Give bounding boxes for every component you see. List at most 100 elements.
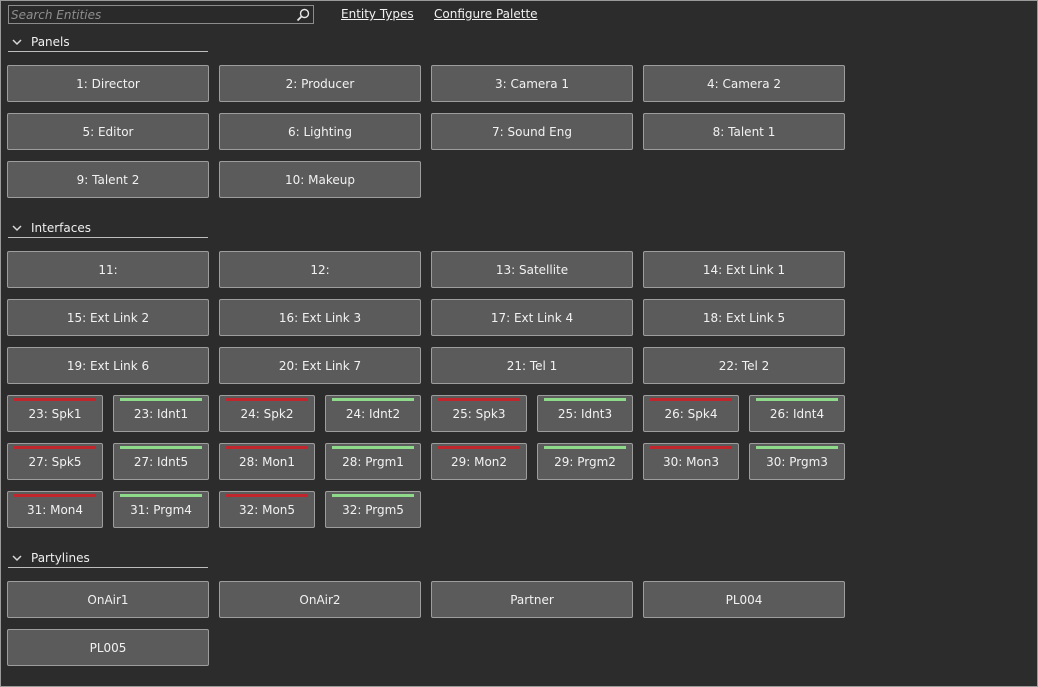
panel-button[interactable]: 7: Sound Eng [431,113,633,150]
port-button[interactable]: 24: Idnt2 [325,395,421,432]
panel-button-label: 8: Talent 1 [712,124,776,139]
port-button[interactable]: 29: Mon2 [431,443,527,480]
interface-button[interactable]: 16: Ext Link 3 [219,299,421,336]
program-status-bar [120,494,202,497]
interface-button[interactable]: 15: Ext Link 2 [7,299,209,336]
interfaces-section-label: Interfaces [31,221,91,235]
interface-button-label: 17: Ext Link 4 [490,310,574,325]
partyline-button[interactable]: OnAir2 [219,581,421,618]
monitor-status-bar [226,446,308,449]
port-button[interactable]: 23: Spk1 [7,395,103,432]
interface-button[interactable]: 20: Ext Link 7 [219,347,421,384]
interface-button[interactable]: 14: Ext Link 1 [643,251,845,288]
port-button[interactable]: 29: Prgm2 [537,443,633,480]
partyline-button[interactable]: OnAir1 [7,581,209,618]
panel-button-label: 4: Camera 2 [706,76,782,91]
port-button[interactable]: 26: Idnt4 [749,395,845,432]
port-button-label: 26: Spk4 [664,406,718,421]
port-button[interactable]: 31: Prgm4 [113,491,209,528]
port-button[interactable]: 28: Prgm1 [325,443,421,480]
ident-status-bar [756,398,838,401]
partyline-button[interactable]: Partner [431,581,633,618]
port-button-label: 32: Mon5 [238,502,296,517]
program-status-bar [332,446,414,449]
panels-section-header[interactable]: Panels [8,35,208,52]
interface-button-label: 13: Satellite [495,262,569,277]
entity-types-link[interactable]: Entity Types [341,7,414,21]
port-button[interactable]: 30: Mon3 [643,443,739,480]
panel-button[interactable]: 4: Camera 2 [643,65,845,102]
panel-button[interactable]: 10: Makeup [219,161,421,198]
ident-status-bar [544,398,626,401]
port-button[interactable]: 27: Idnt5 [113,443,209,480]
port-button[interactable]: 23: Idnt1 [113,395,209,432]
search-input[interactable] [11,6,291,23]
interface-button-label: 14: Ext Link 1 [702,262,786,277]
interface-button[interactable]: 17: Ext Link 4 [431,299,633,336]
program-status-bar [332,494,414,497]
interfaces-section-header[interactable]: Interfaces [8,221,208,238]
interface-button-label: 12: [310,262,330,277]
partyline-button[interactable]: PL004 [643,581,845,618]
port-button[interactable]: 25: Idnt3 [537,395,633,432]
port-button-label: 27: Spk5 [28,454,82,469]
port-button-label: 26: Idnt4 [769,406,825,421]
port-button-label: 25: Spk3 [452,406,506,421]
panels-section-label: Panels [31,35,70,49]
port-button[interactable]: 27: Spk5 [7,443,103,480]
panel-button-label: 1: Director [76,76,140,91]
interface-button-label: 20: Ext Link 7 [278,358,362,373]
partyline-button-label: OnAir2 [299,592,341,607]
port-button-label: 29: Prgm2 [554,454,616,469]
panel-button[interactable]: 2: Producer [219,65,421,102]
interface-button[interactable]: 12: [219,251,421,288]
speaker-status-bar [14,446,96,449]
port-button-label: 30: Mon3 [662,454,720,469]
search-icon[interactable] [296,8,310,22]
ident-status-bar [120,446,202,449]
interface-button[interactable]: 21: Tel 1 [431,347,633,384]
interface-button[interactable]: 18: Ext Link 5 [643,299,845,336]
port-button-label: 24: Idnt2 [345,406,401,421]
configure-palette-link[interactable]: Configure Palette [434,7,538,21]
port-button[interactable]: 28: Mon1 [219,443,315,480]
panel-button[interactable]: 8: Talent 1 [643,113,845,150]
panel-button[interactable]: 5: Editor [7,113,209,150]
panel-button[interactable]: 3: Camera 1 [431,65,633,102]
panel-button-label: 5: Editor [82,124,134,139]
port-button[interactable]: 24: Spk2 [219,395,315,432]
partyline-button[interactable]: PL005 [7,629,209,666]
panel-button-label: 9: Talent 2 [76,172,140,187]
interface-button[interactable]: 13: Satellite [431,251,633,288]
monitor-status-bar [650,446,732,449]
port-button[interactable]: 25: Spk3 [431,395,527,432]
port-button[interactable]: 32: Prgm5 [325,491,421,528]
port-button[interactable]: 31: Mon4 [7,491,103,528]
speaker-status-bar [14,398,96,401]
ident-status-bar [332,398,414,401]
interface-button[interactable]: 19: Ext Link 6 [7,347,209,384]
chevron-down-icon[interactable] [12,554,22,562]
interface-button[interactable]: 22: Tel 2 [643,347,845,384]
panel-button[interactable]: 1: Director [7,65,209,102]
speaker-status-bar [438,398,520,401]
port-button[interactable]: 30: Prgm3 [749,443,845,480]
port-button-label: 23: Spk1 [28,406,82,421]
port-button[interactable]: 32: Mon5 [219,491,315,528]
panel-button[interactable]: 9: Talent 2 [7,161,209,198]
speaker-status-bar [650,398,732,401]
port-button-label: 23: Idnt1 [133,406,189,421]
chevron-down-icon[interactable] [12,38,22,46]
panel-button[interactable]: 6: Lighting [219,113,421,150]
partyline-button-label: OnAir1 [87,592,129,607]
interface-button[interactable]: 11: [7,251,209,288]
port-button-label: 24: Spk2 [240,406,294,421]
port-button[interactable]: 26: Spk4 [643,395,739,432]
chevron-down-icon[interactable] [12,224,22,232]
speaker-status-bar [226,398,308,401]
monitor-status-bar [438,446,520,449]
partylines-section-header[interactable]: Partylines [8,551,208,568]
partyline-button-label: Partner [510,592,554,607]
interface-button-label: 19: Ext Link 6 [66,358,150,373]
search-box[interactable] [8,5,314,24]
